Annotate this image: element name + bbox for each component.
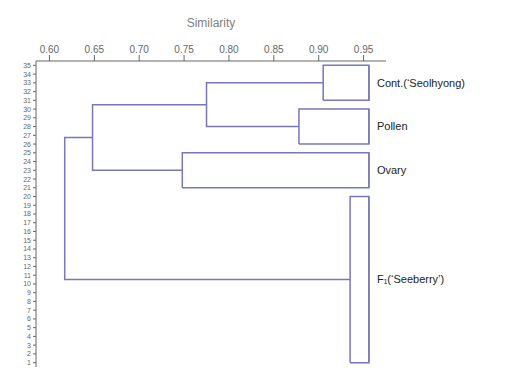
svg-text:15: 15 <box>23 237 31 244</box>
svg-text:3: 3 <box>27 342 31 349</box>
svg-text:6: 6 <box>27 315 31 322</box>
svg-text:1: 1 <box>27 359 31 366</box>
svg-text:33: 33 <box>23 79 31 86</box>
svg-text:23: 23 <box>23 167 31 174</box>
svg-text:24: 24 <box>23 158 31 165</box>
svg-text:22: 22 <box>23 176 31 183</box>
svg-text:20: 20 <box>23 193 31 200</box>
svg-text:Pollen: Pollen <box>377 120 408 132</box>
svg-text:34: 34 <box>23 71 31 78</box>
svg-text:0.80: 0.80 <box>219 44 239 55</box>
svg-text:16: 16 <box>23 228 31 235</box>
svg-text:5: 5 <box>27 324 31 331</box>
svg-text:0.60: 0.60 <box>40 44 60 55</box>
svg-text:19: 19 <box>23 202 31 209</box>
svg-text:2: 2 <box>27 350 31 357</box>
svg-text:18: 18 <box>23 210 31 217</box>
svg-text:0.95: 0.95 <box>354 44 374 55</box>
svg-text:0.90: 0.90 <box>309 44 329 55</box>
svg-text:11: 11 <box>24 272 31 279</box>
svg-text:25: 25 <box>23 149 31 156</box>
svg-text:0.65: 0.65 <box>85 44 105 55</box>
svg-text:14: 14 <box>23 245 31 252</box>
svg-text:7: 7 <box>27 307 31 314</box>
svg-text:30: 30 <box>23 106 31 113</box>
svg-text:21: 21 <box>23 184 31 191</box>
svg-text:Similarity: Similarity <box>187 16 236 30</box>
svg-text:27: 27 <box>23 132 31 139</box>
svg-text:29: 29 <box>23 114 31 121</box>
svg-text:28: 28 <box>23 123 31 130</box>
svg-text:Cont.(‘Seolhyong): Cont.(‘Seolhyong) <box>377 77 465 89</box>
svg-text:35: 35 <box>23 62 31 69</box>
svg-text:Ovary: Ovary <box>377 164 407 176</box>
svg-text:F₁(‘Seeberry’): F₁(‘Seeberry’) <box>377 273 444 285</box>
svg-text:26: 26 <box>23 141 31 148</box>
svg-text:12: 12 <box>23 263 31 270</box>
svg-text:0.70: 0.70 <box>129 44 149 55</box>
svg-text:4: 4 <box>27 333 31 340</box>
svg-text:8: 8 <box>27 298 31 305</box>
svg-text:9: 9 <box>27 289 31 296</box>
svg-text:13: 13 <box>23 254 31 261</box>
svg-text:0.75: 0.75 <box>174 44 194 55</box>
svg-text:32: 32 <box>23 88 31 95</box>
svg-text:0.85: 0.85 <box>264 44 284 55</box>
svg-text:17: 17 <box>23 219 31 226</box>
svg-text:31: 31 <box>23 97 31 104</box>
svg-text:10: 10 <box>23 280 31 287</box>
